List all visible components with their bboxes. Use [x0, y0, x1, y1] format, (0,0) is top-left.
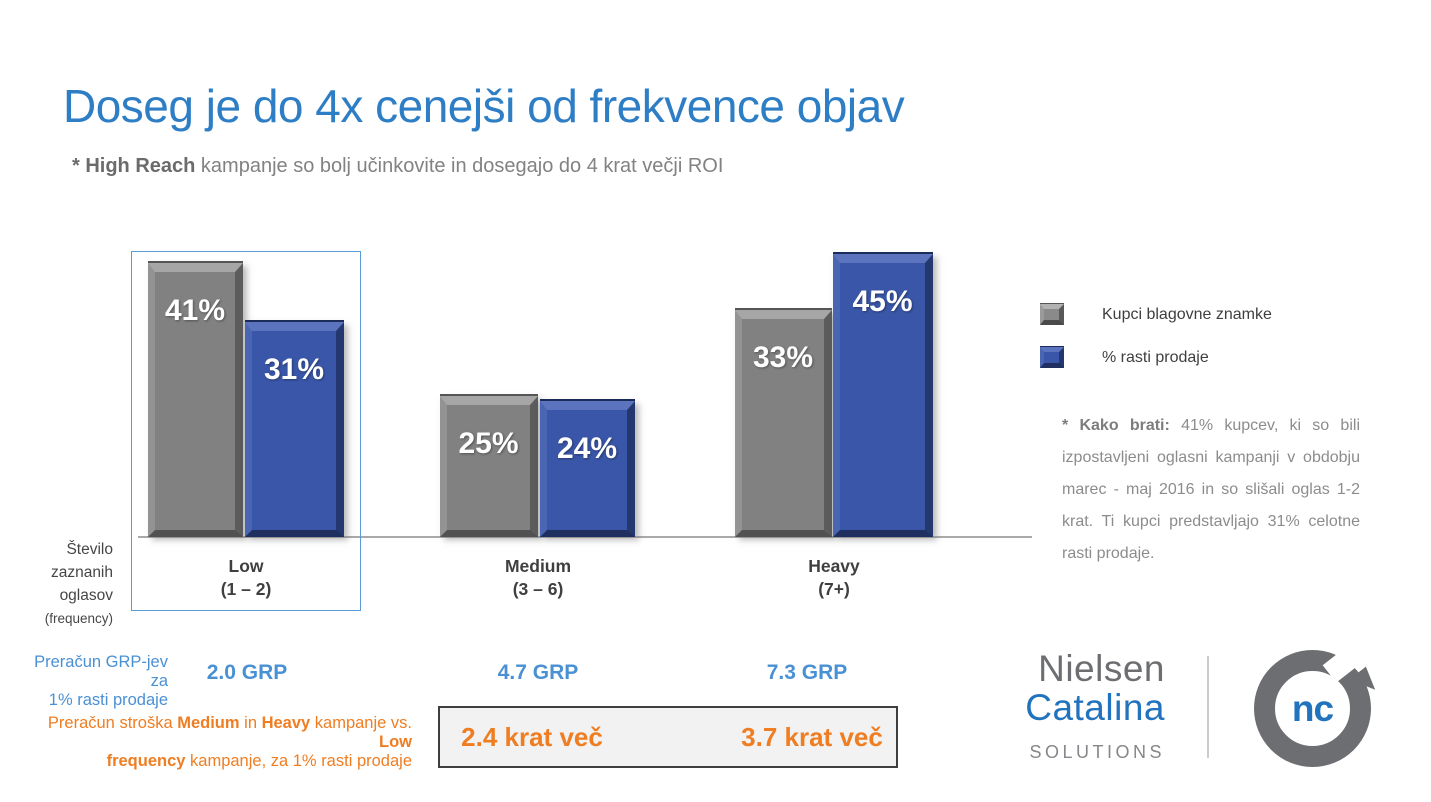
y-axis-title: Število zaznanih oglasov (frequency) — [18, 538, 113, 630]
bar-value-label: 45% — [852, 285, 913, 318]
cost-comparison-note: Preračun stroška Medium in Heavy kampanj… — [20, 714, 412, 771]
nc-logo-icon: nc — [1254, 639, 1381, 767]
category-range: (1 – 2) — [220, 579, 272, 599]
grp-value-medium: 4.7 GRP — [497, 661, 579, 684]
slide-subtitle: * High Reach kampanje so bolj učinkovite… — [72, 155, 723, 178]
grp-row-label-line2: 1% rasti prodaje — [48, 691, 168, 709]
category-label-heavy: Heavy (7+) — [744, 555, 924, 601]
legend-item-gray: Kupci blagovne znamke — [1040, 304, 1272, 325]
comparison-value-medium: 2.4 krat več — [461, 722, 603, 752]
bar-value-label: 25% — [458, 427, 519, 460]
logo-text-solutions: SOLUTIONS — [1029, 742, 1165, 762]
blue-series-swatch-icon — [1040, 347, 1064, 368]
y-axis-title-line: oglasov — [59, 587, 113, 604]
y-axis-title-note: (frequency) — [44, 611, 113, 626]
legend-item-blue: % rasti prodaje — [1040, 347, 1209, 368]
bar-value-label: 24% — [556, 432, 618, 465]
nc-monogram: nc — [1291, 687, 1334, 729]
subtitle-rest-text: kampanje so bolj učinkovite in dosegajo … — [195, 155, 724, 177]
cost-note-bold: Medium — [177, 714, 240, 732]
bar-blue-medium: 24% — [540, 401, 635, 537]
x-axis-line — [138, 536, 1032, 538]
y-axis-title-line: Število — [66, 541, 113, 558]
category-range: (7+) — [818, 579, 850, 599]
cost-note-text: kampanje vs. — [310, 714, 412, 732]
bar-gray-medium: 25% — [440, 396, 538, 537]
slide-title: Doseg je do 4x cenejši od frekvence obja… — [63, 80, 905, 132]
grp-value-heavy: 7.3 GRP — [766, 661, 848, 684]
legend-label: Kupci blagovne znamke — [1102, 306, 1272, 323]
grp-row-label: Preračun GRP-jev za 1% rasti prodaje — [20, 653, 168, 710]
cost-note-bold: frequency — [106, 752, 186, 770]
category-range: (3 – 6) — [512, 579, 564, 599]
cost-note-line1: Preračun stroška Medium in Heavy kampanj… — [20, 714, 412, 752]
legend-label: % rasti prodaje — [1102, 349, 1209, 366]
cost-note-bold: Low — [379, 733, 412, 751]
cost-note-text: in — [239, 714, 262, 732]
cost-note-text: Preračun stroška — [47, 714, 178, 732]
cost-note-bold: Heavy — [261, 714, 311, 732]
annotation-bold-text: * Kako brati: — [1062, 417, 1170, 434]
bar-gray-low: 41% — [148, 263, 243, 537]
grp-value-low: 2.0 GRP — [206, 661, 288, 684]
cost-note-line2: frequency kampanje, za 1% rasti prodaje — [20, 752, 412, 771]
cost-note-text: kampanje, za 1% rasti prodaje — [185, 752, 412, 770]
category-name: Heavy — [808, 556, 860, 576]
y-axis-title-line: zaznanih — [50, 564, 113, 581]
low-group-highlight-box — [131, 251, 361, 611]
bar-value-label: 33% — [752, 341, 814, 374]
cost-comparison-box: 2.4 krat več 3.7 krat več — [438, 706, 898, 768]
how-to-read-annotation: * Kako brati: 41% kupcev, ki so bili izp… — [1062, 410, 1360, 570]
category-name: Low — [228, 556, 264, 576]
logo-divider — [1207, 656, 1209, 758]
bar-gray-heavy: 33% — [735, 310, 832, 537]
category-name: Medium — [504, 556, 572, 576]
category-label-low: Low (1 – 2) — [156, 555, 336, 601]
bar-blue-heavy: 45% — [833, 254, 933, 537]
annotation-rest-text: 41% kupcev, ki so bili izpostavljeni ogl… — [1062, 417, 1360, 562]
comparison-value-heavy: 3.7 krat več — [741, 722, 883, 752]
logo-text-nielsen: Nielsen — [1038, 648, 1165, 689]
subtitle-bold-text: * High Reach — [72, 155, 196, 177]
bar-value-label: 41% — [164, 294, 226, 327]
bar-value-label: 31% — [263, 353, 325, 386]
category-label-medium: Medium (3 – 6) — [448, 555, 628, 601]
bar-blue-low: 31% — [245, 322, 344, 537]
gray-series-swatch-icon — [1040, 304, 1064, 325]
logo-text-catalina: Catalina — [1025, 687, 1165, 728]
grp-row-label-line1: Preračun GRP-jev za — [34, 653, 168, 690]
